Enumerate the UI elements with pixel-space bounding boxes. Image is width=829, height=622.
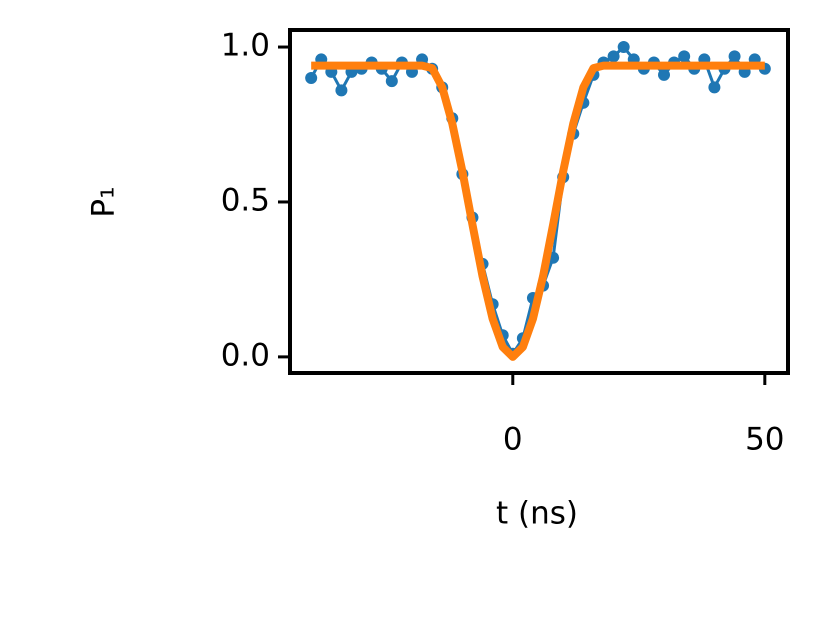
data-point <box>385 75 398 88</box>
data-point <box>728 50 741 63</box>
y-axis-label: P₁ <box>86 186 122 217</box>
data-point <box>335 84 348 97</box>
data-point <box>607 50 620 63</box>
data-point <box>617 41 630 54</box>
series-line <box>311 61 765 361</box>
data-point <box>678 50 691 63</box>
y-tick-label: 0.5 <box>221 182 270 218</box>
y-tick-label: 0.0 <box>221 337 270 373</box>
data-point <box>658 68 671 81</box>
x-tick-label: 0 <box>503 422 523 458</box>
data-point <box>305 72 318 85</box>
y-tick-label: 1.0 <box>221 28 270 64</box>
plot-frame <box>288 28 790 375</box>
x-tick-label: 50 <box>745 422 784 458</box>
data-point <box>708 81 721 94</box>
x-axis-label: t (ns) <box>496 496 578 532</box>
